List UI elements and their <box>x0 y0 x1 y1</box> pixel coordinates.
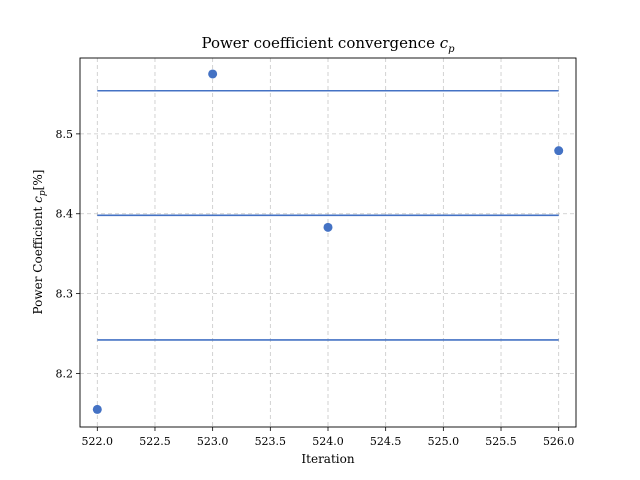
y-tick-label: 8.2 <box>56 367 74 380</box>
x-tick-label: 523.5 <box>255 435 287 448</box>
y-tick-label: 8.5 <box>56 128 74 141</box>
data-point <box>554 146 564 156</box>
point-layer <box>92 69 564 414</box>
tick-layer: 522.0 522.5 523.0 523.5 524.0 524.5 525.0 525.5… <box>56 128 575 448</box>
x-tick-label: 523.0 <box>197 435 229 448</box>
x-tick-label: 522.5 <box>139 435 171 448</box>
data-point <box>208 69 218 79</box>
y-tick-label: 8.3 <box>56 288 74 301</box>
chart-title: Power coefficient convergence cp <box>201 34 455 55</box>
x-tick-label: 524.0 <box>312 435 344 448</box>
x-tick-label: 522.0 <box>82 435 114 448</box>
x-tick-label: 526.0 <box>543 435 575 448</box>
x-tick-label: 524.5 <box>370 435 402 448</box>
hline-layer <box>97 89 559 341</box>
grid-layer <box>80 58 576 427</box>
x-axis-label: Iteration <box>301 452 354 466</box>
data-point <box>323 222 333 232</box>
x-tick-label: 525.5 <box>485 435 517 448</box>
data-point <box>92 404 102 414</box>
y-tick-label: 8.4 <box>56 208 74 221</box>
x-tick-label: 525.0 <box>428 435 460 448</box>
y-axis-label: Power Coefficient cp[%] <box>31 170 48 315</box>
